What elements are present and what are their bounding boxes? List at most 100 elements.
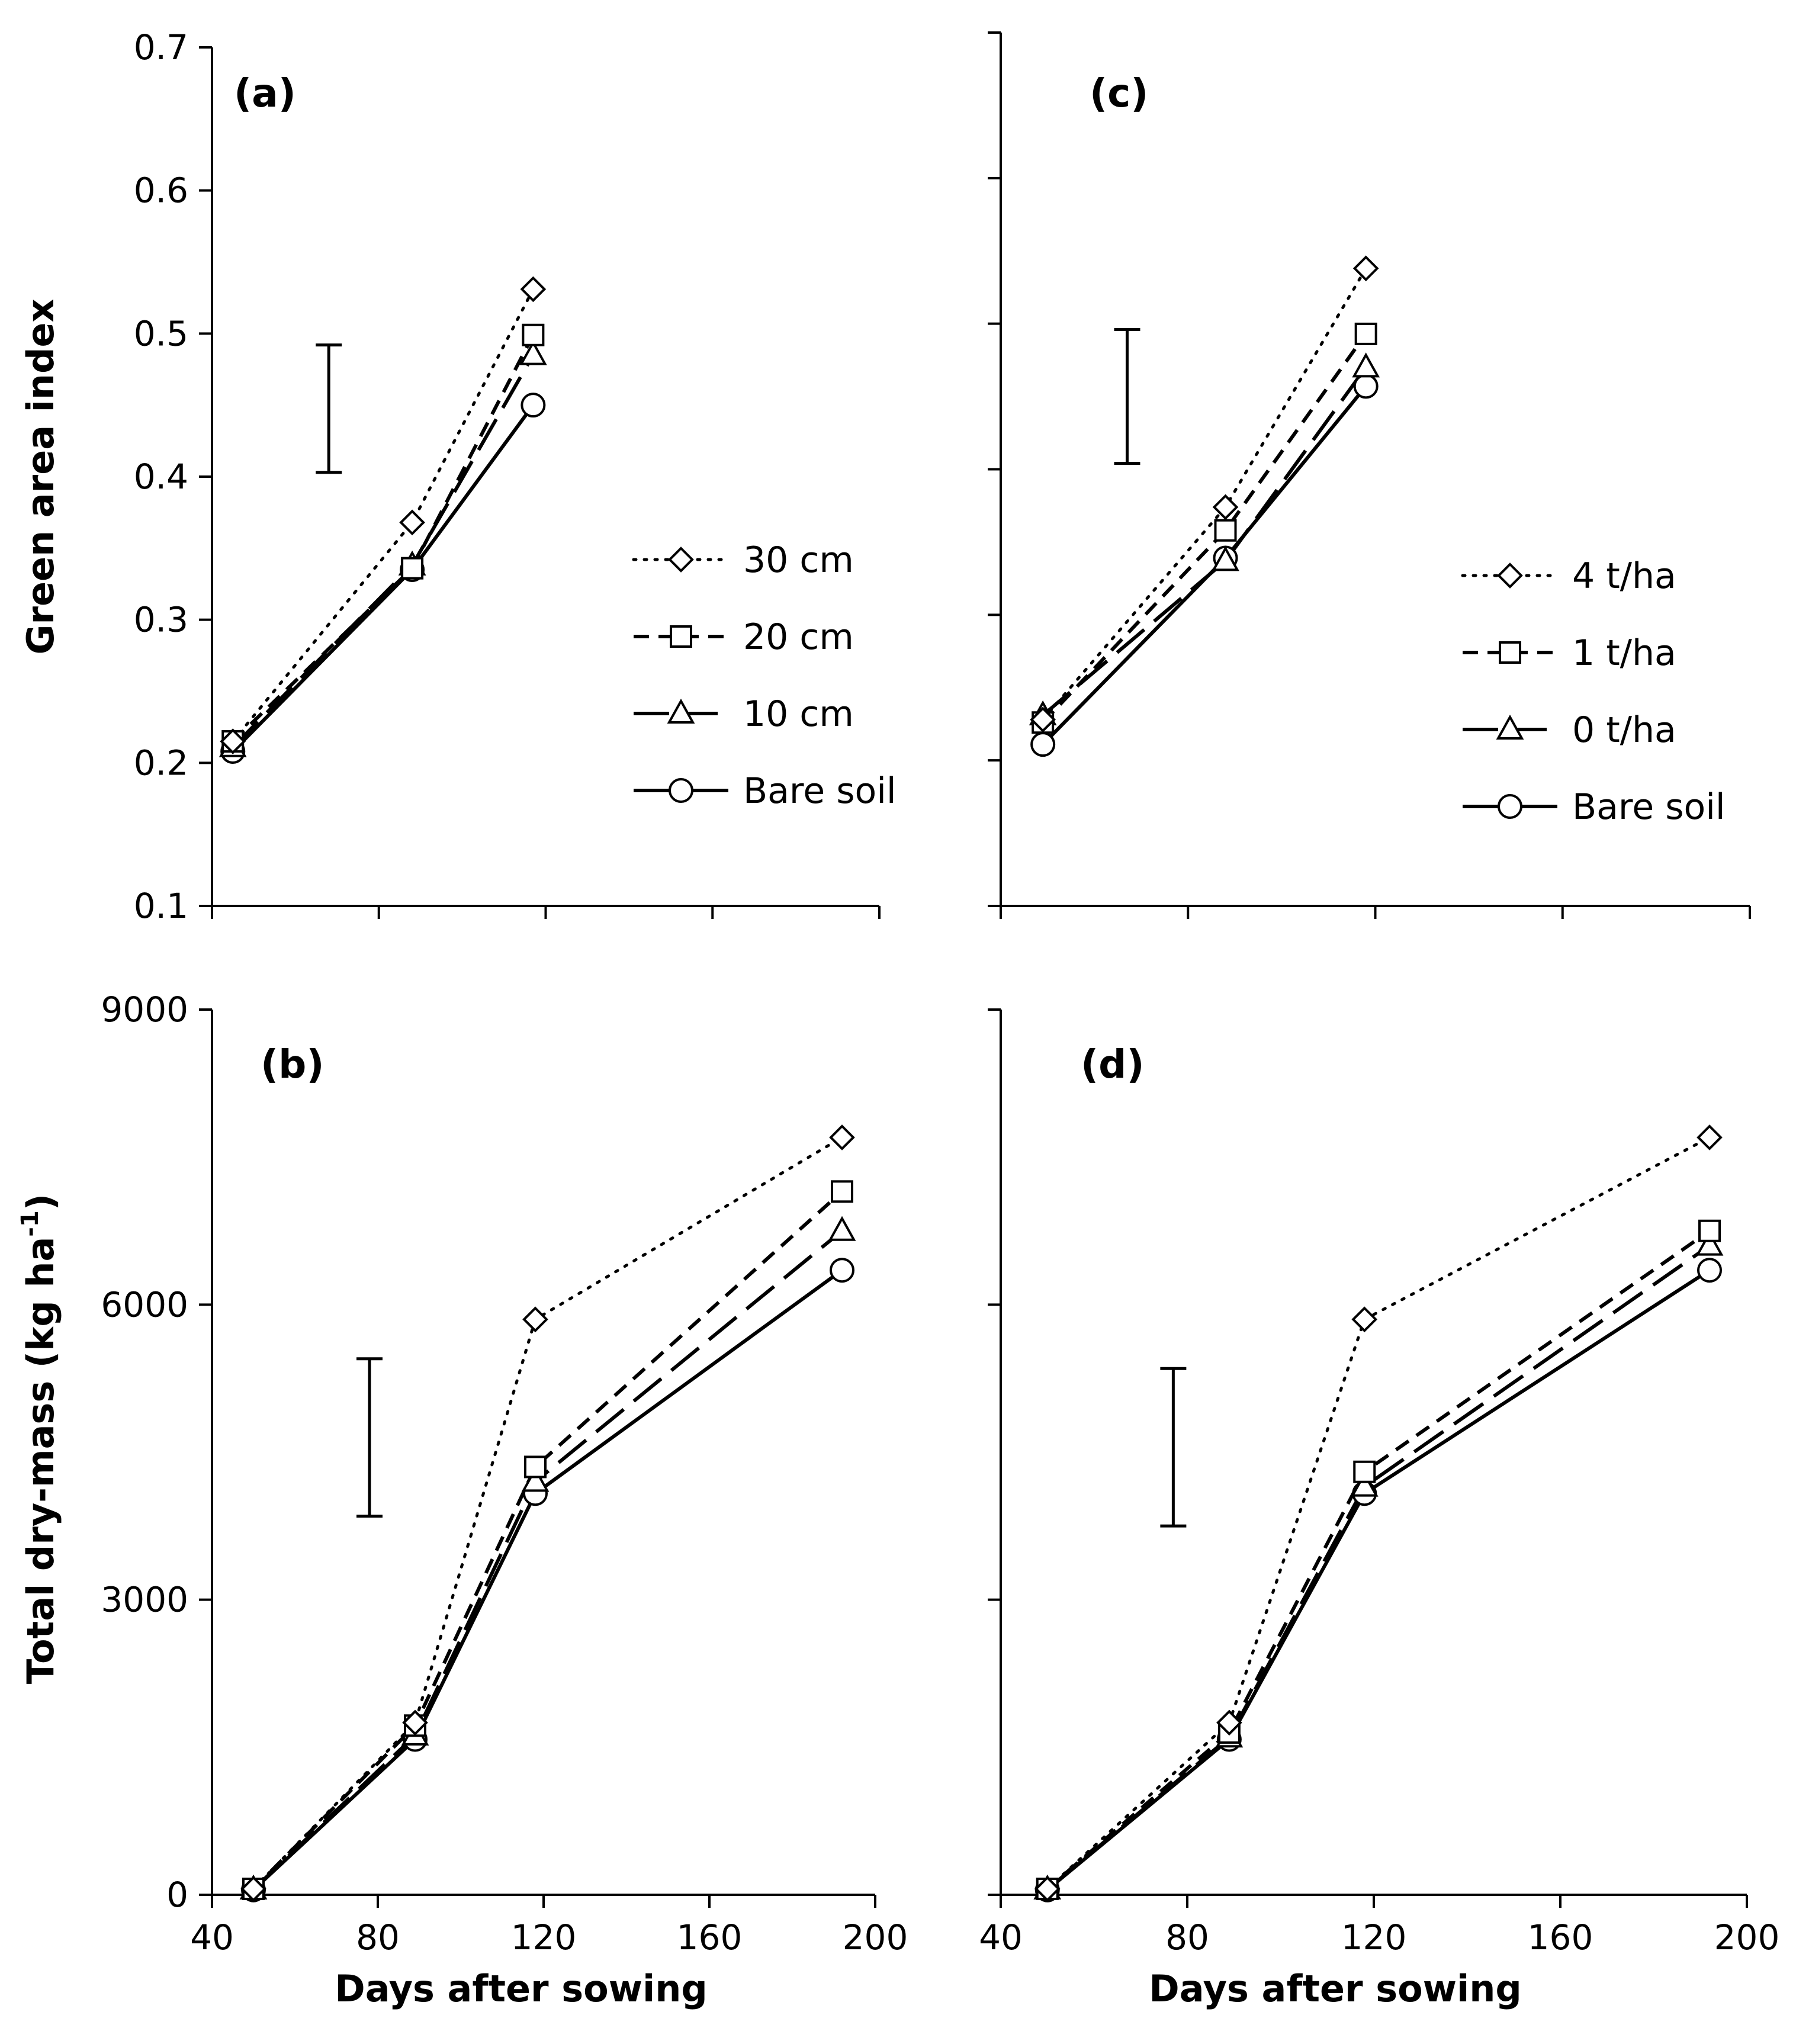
series-line-bare-soil [1042, 385, 1368, 746]
y-tick-label: 0.1 [134, 886, 188, 926]
data-point-20-cm [831, 1180, 853, 1203]
legend-label: 20 cm [743, 616, 854, 658]
data-point-20-cm [522, 323, 545, 346]
x-tick-label: 40 [979, 1917, 1023, 1958]
y-tick-label: 0.4 [134, 457, 188, 497]
x-tick-label: 200 [1714, 1917, 1780, 1958]
data-point-10-cm [521, 1467, 550, 1492]
data-point-30-cm [240, 1876, 266, 1902]
data-point-1-t-ha [1354, 322, 1377, 345]
legend-label: 30 cm [743, 539, 854, 581]
y-tick-label: 0.6 [134, 171, 188, 211]
y-axis-title-superscript: -1 [17, 1210, 44, 1236]
legend-marker-triangle [667, 698, 695, 724]
series-line-0-t-ha [1046, 1244, 1711, 1891]
data-point-4-t-ha [1352, 255, 1379, 282]
panel-c: (c) 4 t/ha 1 t/ha 0 t/ha Bare soil [988, 31, 1751, 919]
x-tick-label: 80 [356, 1917, 400, 1958]
legend-marker-square [670, 625, 692, 648]
y-axis-title-text: Total dry-mass (kg ha [19, 1237, 62, 1684]
x-tick-label: 160 [677, 1917, 743, 1958]
legend-label: 10 cm [743, 693, 854, 735]
data-point-4-t-ha [1216, 1709, 1242, 1736]
panel-b: 0 3000 6000 9000 40 80 120 160 200 (b) Total dry-m… [17, 989, 908, 2010]
x-tick-label: 120 [511, 1917, 577, 1958]
legend-marker-triangle [1496, 714, 1524, 740]
data-point-30-cm [399, 509, 425, 536]
legend-label: 4 t/ha [1572, 555, 1676, 597]
legend-marker-circle [669, 778, 693, 803]
x-axis-title: Days after sowing [335, 1967, 708, 2010]
x-tick-label: 120 [1341, 1917, 1407, 1958]
panel-a: 0.1 0.2 0.3 0.4 0.5 0.6 0.7 (a) Green area index… [19, 27, 897, 926]
data-point-30-cm [829, 1124, 855, 1150]
data-point-bare-soil [830, 1258, 854, 1283]
x-tick-label: 160 [1528, 1917, 1593, 1958]
legend: 4 t/ha 1 t/ha 0 t/ha Bare soil [1461, 555, 1726, 828]
x-tick-label: 200 [843, 1917, 908, 1958]
data-point-20-cm [401, 557, 424, 580]
legend-label: 0 t/ha [1572, 709, 1676, 751]
data-point-30-cm [402, 1709, 428, 1736]
y-tick-label: 9000 [101, 989, 188, 1030]
data-point-bare-soil [521, 393, 546, 418]
y-tick-label: 0 [166, 1875, 188, 1915]
data-point-bare-soil [1353, 374, 1379, 399]
x-tick-label: 80 [1165, 1917, 1209, 1958]
data-point-bare-soil [1030, 732, 1056, 757]
series-line-20-cm [252, 1190, 844, 1891]
y-axis-title-text: Green area index [19, 299, 62, 655]
data-point-30-cm [522, 1306, 548, 1333]
y-tick-label: 0.3 [134, 600, 188, 640]
data-point-30-cm [220, 728, 246, 754]
y-tick-label: 0.5 [134, 313, 188, 353]
data-point-bare-soil [1697, 1258, 1722, 1283]
y-tick-label: 0.2 [134, 743, 188, 783]
series-line-bare-soil [1046, 1268, 1711, 1892]
panel-label: (b) [261, 1042, 324, 1087]
data-point-4-t-ha [1351, 1306, 1378, 1333]
legend: 30 cm 20 cm 10 cm Bare soil [632, 539, 897, 812]
y-axis-title: Green area index [19, 299, 62, 655]
data-point-20-cm [524, 1455, 547, 1479]
legend-label: 1 t/ha [1572, 632, 1676, 674]
data-point-10-cm [828, 1216, 856, 1241]
data-point-4-t-ha [1034, 1876, 1061, 1902]
series-line-10-cm [252, 1229, 843, 1891]
y-tick-label: 3000 [101, 1580, 188, 1620]
data-point-4-t-ha [1697, 1124, 1723, 1150]
series-line-1-t-ha [1041, 333, 1368, 724]
y-axis-title: Total dry-mass (kg ha-1) [17, 1194, 62, 1684]
legend-marker-diamond [668, 547, 694, 573]
x-axis-title: Days after sowing [1149, 1967, 1522, 2010]
data-point-4-t-ha [1212, 494, 1239, 520]
series-line-10-cm [232, 354, 535, 748]
data-point-1-t-ha [1214, 519, 1237, 542]
data-point-10-cm [519, 340, 547, 365]
data-point-0-t-ha [1352, 352, 1380, 378]
panel-label: (a) [234, 70, 296, 116]
legend-marker-square [1499, 641, 1521, 664]
x-tick-label: 40 [190, 1917, 234, 1958]
data-point-0-t-ha [1350, 1471, 1379, 1497]
legend-marker-diamond [1497, 563, 1523, 589]
data-point-4-t-ha [1030, 706, 1056, 733]
panel-d: 40 80 120 160 200 (d) Days after sowing [979, 1008, 1780, 2010]
data-point-1-t-ha [1353, 1460, 1376, 1483]
series-line-1-t-ha [1046, 1229, 1711, 1891]
series-line-4-t-ha [1046, 1136, 1711, 1891]
panel-label: (c) [1090, 70, 1148, 116]
data-point-0-t-ha [1695, 1230, 1724, 1256]
y-tick-label: 6000 [101, 1284, 188, 1325]
series-line-30-cm [252, 1136, 844, 1891]
data-point-30-cm [520, 276, 547, 303]
series-line-0-t-ha [1042, 366, 1368, 717]
panel-label: (d) [1081, 1042, 1145, 1087]
series-line-30-cm [231, 287, 535, 743]
series-line-20-cm [232, 334, 535, 743]
y-axis-title-end: ) [19, 1194, 62, 1210]
y-tick-label: 0.7 [134, 27, 188, 68]
legend-label: Bare soil [743, 770, 897, 812]
series-line-4-t-ha [1041, 266, 1368, 721]
